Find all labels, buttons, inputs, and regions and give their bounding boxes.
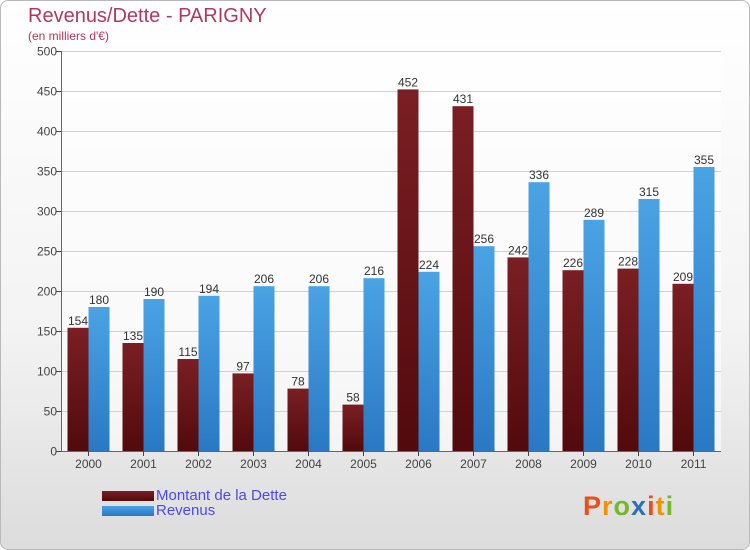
data-label-debt: 78 [291,375,305,389]
bar-debt [617,268,639,451]
bar-debt [67,327,89,451]
data-label-debt: 452 [398,75,418,89]
y-tick-label: 500 [37,45,57,59]
bar-revenue [253,286,275,451]
x-tick-label: 2002 [185,457,212,471]
x-tick-label: 2001 [130,457,157,471]
data-label-revenue: 336 [529,168,549,182]
data-label-debt: 115 [178,345,197,359]
data-label-revenue: 355 [694,153,714,167]
x-tick-label: 2000 [75,457,102,471]
x-tick-label: 2010 [625,457,652,471]
data-label-revenue: 224 [419,258,439,272]
proxiti-logo: Proxiti [583,491,674,522]
legend-label-revenue: Revenus [156,502,216,519]
legend-swatch-revenue [102,506,154,516]
data-label-debt: 226 [563,256,583,270]
y-tick-label: 350 [37,165,57,179]
x-tick-label: 2011 [681,457,707,471]
x-tick-label: 2009 [570,457,597,471]
y-tick-label: 200 [37,285,57,299]
bar-revenue [198,295,220,451]
bar-debt [287,388,309,451]
bar-debt [452,106,474,451]
data-label-revenue: 206 [254,272,274,286]
data-label-debt: 97 [236,359,250,373]
bar-debt [232,373,254,451]
x-tick-label: 2007 [460,457,487,471]
data-label-revenue: 194 [199,282,219,296]
bar-revenue [308,286,330,451]
logo-letter: i [647,491,656,521]
data-label-debt: 209 [673,270,693,284]
y-tick-label: 50 [44,405,58,419]
bar-debt [562,270,584,451]
bar-revenue [473,246,495,451]
bar-revenue [528,182,550,451]
logo-letter: t [655,491,666,521]
data-label-revenue: 256 [474,232,494,246]
y-tick-label: 400 [37,125,57,139]
bar-revenue [638,199,660,451]
bar-debt [177,359,199,451]
y-tick-label: 450 [37,85,57,99]
data-label-revenue: 206 [309,272,329,286]
y-tick-label: 0 [50,445,57,459]
logo-letter: o [613,491,632,521]
bar-revenue [583,219,605,451]
data-label-debt: 228 [618,255,638,269]
bar-revenue [693,167,715,451]
data-label-revenue: 315 [639,185,659,199]
bar-revenue [88,307,110,451]
logo-letter: i [665,491,675,521]
bar-revenue [143,299,165,451]
legend-swatch-debt [102,491,154,501]
y-tick-label: 250 [37,245,57,259]
logo-letter: P [583,491,603,521]
data-label-revenue: 216 [364,264,384,278]
data-label-revenue: 289 [584,206,604,220]
bar-debt [507,257,529,451]
logo-letter: x [631,491,648,521]
logo-letter: r [602,491,614,521]
x-tick-label: 2006 [405,457,432,471]
y-tick-label: 100 [37,365,57,379]
bar-revenue [418,271,440,451]
x-tick-label: 2003 [240,457,267,471]
data-label-debt: 431 [453,92,473,106]
data-label-revenue: 190 [144,285,164,299]
x-tick-label: 2005 [350,457,377,471]
data-label-revenue: 180 [89,293,109,307]
y-tick-label: 300 [37,205,57,219]
bar-revenue [363,278,385,451]
data-label-debt: 154 [68,314,88,328]
bar-debt [342,404,364,451]
legend-label-debt: Montant de la Dette [156,487,287,504]
bar-debt [397,89,419,452]
bar-debt [672,283,694,451]
x-tick-label: 2008 [515,457,542,471]
bar-debt [122,343,144,451]
data-label-debt: 242 [508,243,528,257]
chart-title: Revenus/Dette - PARIGNY [28,5,267,27]
y-tick-label: 150 [37,325,57,339]
data-label-debt: 135 [123,329,143,343]
chart-subtitle: (en milliers d'€) [28,29,109,43]
data-label-debt: 58 [346,391,360,405]
x-tick-label: 2004 [295,457,322,471]
